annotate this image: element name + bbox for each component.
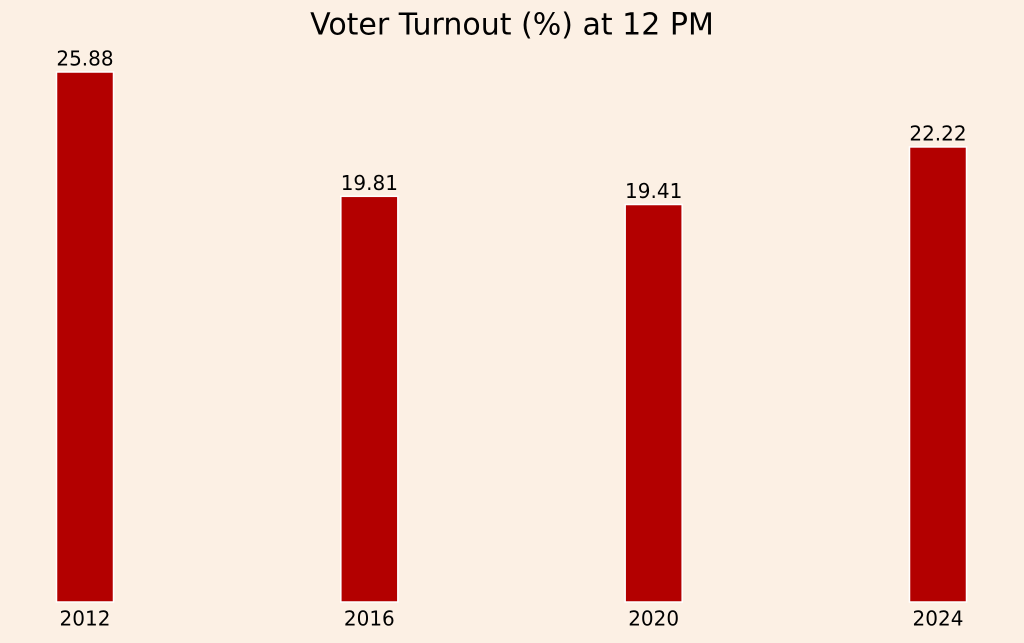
bar	[55, 71, 115, 603]
x-tick-label: 2016	[344, 607, 395, 631]
x-tick-label: 2020	[628, 607, 679, 631]
value-label: 19.41	[625, 179, 682, 203]
value-label: 19.81	[341, 171, 398, 195]
chart-title: Voter Turnout (%) at 12 PM	[310, 8, 714, 43]
bar	[624, 203, 683, 603]
x-tick-label: 2012	[60, 607, 111, 631]
x-tick-label: 2024	[913, 607, 964, 631]
value-label: 25.88	[56, 47, 113, 71]
bar	[340, 195, 399, 603]
value-label: 22.22	[909, 121, 966, 145]
bar	[908, 146, 968, 603]
